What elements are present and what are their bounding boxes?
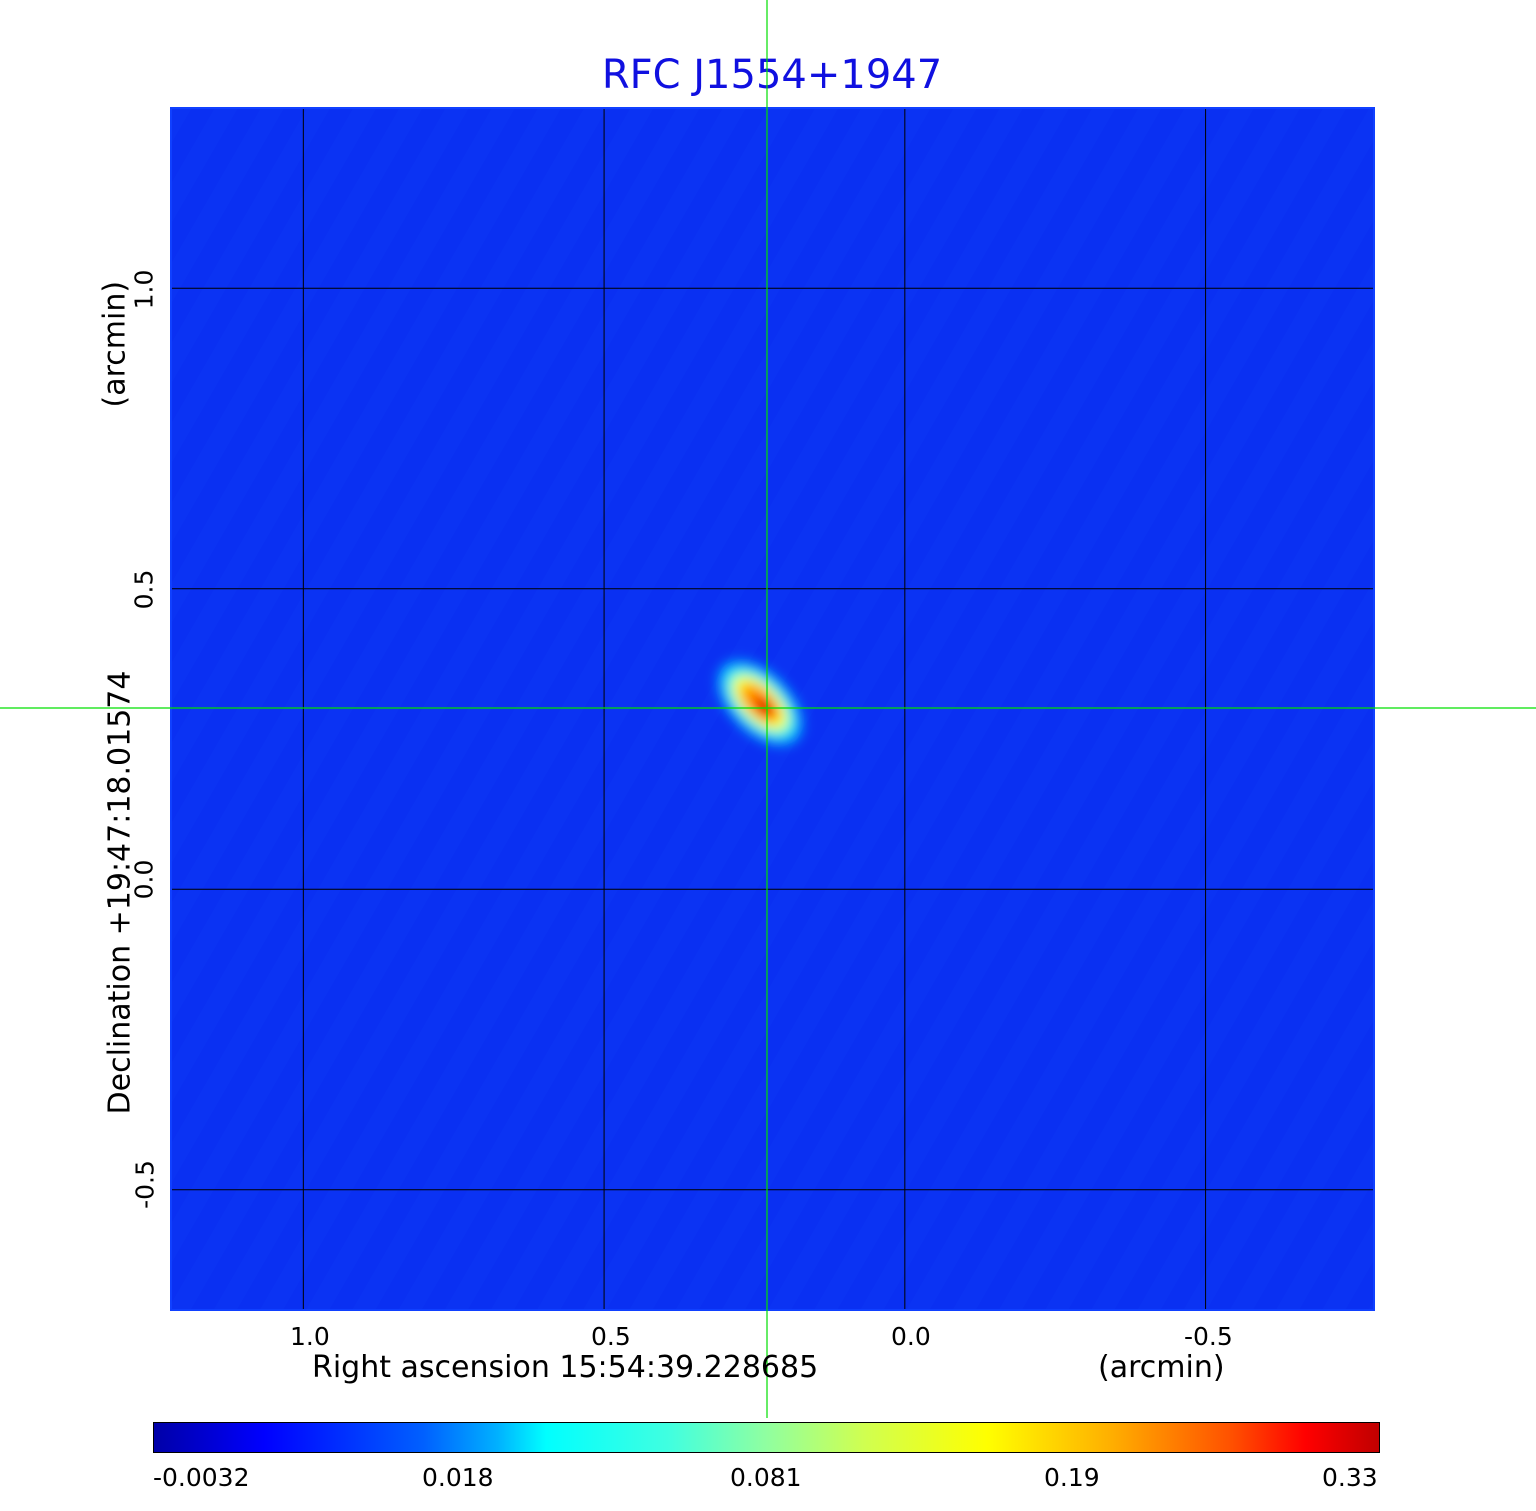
colorbar [153,1422,1380,1453]
y-tick-label: -0.5 [130,1160,160,1209]
y-tick-label: 1.0 [129,269,159,310]
x-tick-label: 1.0 [290,1322,330,1351]
plot-frame [170,107,1375,1311]
radio-source [717,660,803,746]
grid-lines [171,108,1374,1310]
y-tick-label: 0.5 [129,569,159,610]
y-axis-unit: (arcmin) [97,280,133,408]
x-tick-label: 0.0 [891,1322,931,1351]
y-axis-label: Declination +19:47:18.01574 [102,670,138,1115]
colorbar-tick: -0.0032 [153,1463,250,1492]
x-tick-label: 0.5 [591,1322,631,1351]
colorbar-tick: 0.19 [1044,1463,1100,1492]
colorbar-tick: 0.018 [422,1463,494,1492]
colorbar-tick: 0.081 [730,1463,802,1492]
colorbar-tick: 0.33 [1322,1463,1378,1492]
x-axis-unit: (arcmin) [1098,1350,1225,1385]
x-tick-label: -0.5 [1184,1322,1233,1351]
chart-title: RFC J1554+1947 [601,52,943,98]
x-axis-label: Right ascension 15:54:39.228685 [312,1350,819,1385]
